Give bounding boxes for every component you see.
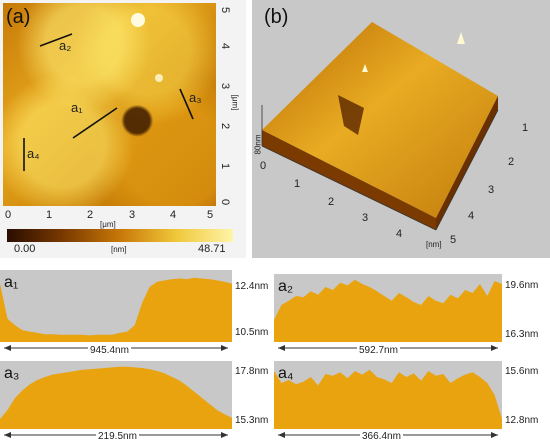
surface-top <box>262 22 498 218</box>
profile-a4: a₄ <box>274 361 502 429</box>
panel-a-label: (a) <box>6 6 31 28</box>
colorbar-min: 0.00 <box>14 243 36 255</box>
x-tick: 2 <box>87 209 94 221</box>
x-axis <box>261 145 437 231</box>
x-tick: 1 <box>294 178 301 190</box>
profile-label: a₃ <box>4 365 20 382</box>
profile-length: 366.4nm <box>360 431 403 442</box>
surface-side <box>436 96 498 230</box>
y-tick: 4 <box>468 210 475 222</box>
profile-chart <box>274 279 502 342</box>
profile-length: 219.5nm <box>96 431 139 442</box>
profile-bottom-value: 10.5nm <box>235 327 269 338</box>
y-tick: 5 <box>219 6 232 14</box>
line-label-a1: a₁ <box>71 100 83 115</box>
x-tick: 4 <box>396 228 403 240</box>
profile-label: a₂ <box>278 278 294 295</box>
x-tick: 0 <box>260 160 267 172</box>
profile-area <box>0 366 232 429</box>
y-tick: 3 <box>219 82 232 90</box>
peak-feature <box>362 64 368 72</box>
colorbar-unit: [nm] <box>111 245 127 254</box>
profile-label: a₄ <box>278 365 294 382</box>
y-unit: [μm] <box>230 94 240 111</box>
profile-a3: a₃ <box>0 361 232 429</box>
x-unit: [μm] <box>100 220 116 229</box>
line-a3 <box>179 88 194 120</box>
line-label-a3: a₃ <box>189 90 202 105</box>
pit-feature <box>338 95 364 135</box>
x-tick: 0 <box>5 209 12 221</box>
profile-a2: a₂ <box>274 274 502 342</box>
y-tick: 2 <box>219 122 232 130</box>
x-tick: 5 <box>207 209 214 221</box>
y-tick: 0 <box>219 198 232 206</box>
afm-3d-panel: (b) 80nm 0 1 2 3 4 1 2 3 4 5 [nm] <box>252 0 550 258</box>
profile-top-value: 17.8nm <box>235 366 269 377</box>
profile-length: 945.4nm <box>88 345 131 356</box>
profile-lines-overlay <box>23 33 194 171</box>
profile-chart <box>0 277 232 342</box>
profile-chart <box>0 366 232 429</box>
profile-bottom-value: 16.3nm <box>505 329 539 340</box>
profile-chart <box>274 369 502 429</box>
x-tick: 2 <box>328 196 335 208</box>
profile-area <box>0 277 232 342</box>
y-tick: 3 <box>488 184 495 196</box>
y-tick: 2 <box>508 156 515 168</box>
bright-particle <box>155 74 163 82</box>
unit-label: [nm] <box>426 240 442 249</box>
profile-bottom-value: 15.3nm <box>235 415 269 426</box>
height-colorbar <box>7 229 233 242</box>
y-axis <box>435 109 499 231</box>
profile-bottom-value: 12.8nm <box>505 415 539 426</box>
line-a1 <box>72 107 118 139</box>
z-label: 80nm <box>253 134 263 155</box>
y-tick: 5 <box>450 234 457 246</box>
profile-a1: a₁ <box>0 270 232 342</box>
line-a2 <box>39 33 73 47</box>
profile-top-value: 12.4nm <box>235 281 269 292</box>
line-label-a4: a₄ <box>27 146 40 161</box>
x-tick: 3 <box>362 212 369 224</box>
x-tick: 4 <box>170 209 177 221</box>
y-tick: 4 <box>219 42 232 50</box>
profile-length: 592.7nm <box>357 345 400 356</box>
afm-height-image <box>3 3 216 206</box>
profile-label: a₁ <box>4 274 19 291</box>
profile-area <box>274 369 502 429</box>
x-tick: 1 <box>46 209 53 221</box>
profile-area <box>274 279 502 342</box>
colorbar-max: 48.71 <box>198 243 226 255</box>
afm-2d-panel: (a) a₂ a₁ a₃ a₄ 0 1 2 3 4 5 [μm] 5 4 3 2… <box>0 0 246 258</box>
afm-3d-surface <box>261 22 499 231</box>
y-tick: 1 <box>522 122 529 134</box>
profile-top-value: 19.6nm <box>505 280 539 291</box>
surface-side <box>262 130 436 230</box>
panel-b-label: (b) <box>264 6 289 28</box>
x-tick: 3 <box>129 209 136 221</box>
y-tick: 1 <box>219 162 232 170</box>
peak-feature <box>457 32 465 44</box>
bright-particle <box>131 13 145 27</box>
line-label-a2: a₂ <box>59 38 72 53</box>
profile-top-value: 15.6nm <box>505 366 539 377</box>
